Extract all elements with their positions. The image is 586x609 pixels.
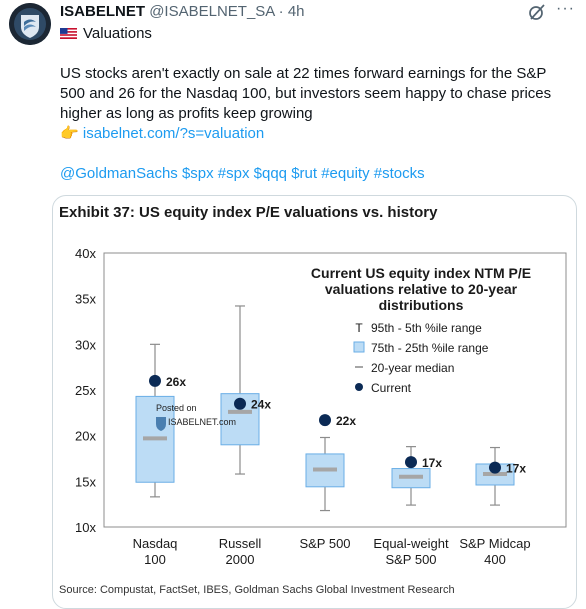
x-tick-label: 2000 (226, 552, 255, 567)
legend-label: 75th - 25th %ile range (371, 341, 489, 355)
watermark-line1: Posted on (156, 403, 197, 413)
more-options-icon[interactable]: ··· (556, 0, 575, 17)
y-tick-label: 30x (75, 337, 96, 352)
current-value-point (489, 461, 501, 474)
x-tick-label: 100 (144, 552, 166, 567)
separator-dot: · (278, 3, 284, 20)
current-value-point (234, 397, 246, 410)
current-value-point (149, 374, 161, 387)
y-tick-label: 10x (75, 520, 96, 535)
post-text: US stocks aren't exactly on sale at 22 t… (60, 64, 575, 144)
current-value-label: 17x (506, 462, 526, 476)
boxplot-chart: 40x 35x 30x 25x 20x 15x 10x 26x 24x 22x 17x 17x Na… (75, 246, 567, 567)
legend-whisker-symbol: T (355, 321, 363, 335)
media-card[interactable]: Exhibit 37: US equity index P/E valuatio… (52, 195, 577, 609)
chart-title-line: Current US equity index NTM P/E (311, 265, 531, 281)
x-tick-label: S&P Midcap (459, 536, 530, 551)
post-title: Valuations (60, 24, 152, 44)
x-tick-label: S&P 500 (385, 552, 436, 567)
legend-label: 20-year median (371, 361, 454, 375)
chart-legend: T 95th - 5th %ile range 75th - 25th %ile r… (353, 321, 489, 395)
current-value-point (319, 414, 331, 427)
current-value-label: 26x (166, 375, 186, 389)
author-display-name[interactable]: ISABELNET (60, 3, 146, 20)
legend-label: 95th - 5th %ile range (371, 321, 482, 335)
chart-source: Source: Compustat, FactSet, IBES, Goldma… (59, 584, 455, 596)
post-header: ISABELNET @ISABELNET_SA · 4h (60, 2, 576, 24)
y-tick-label: 25x (75, 383, 96, 398)
x-tick-label: Russell (219, 536, 262, 551)
avatar[interactable] (9, 3, 51, 45)
watermark-line2: ISABELNET.com (168, 417, 236, 427)
watermark: Posted on ISABELNET.com (156, 403, 236, 431)
hashtags-line[interactable]: @GoldmanSachs $spx #spx $qqq $rut #equit… (60, 165, 425, 182)
y-tick-label: 40x (75, 246, 96, 261)
post-body: US stocks aren't exactly on sale at 22 t… (60, 65, 552, 122)
exhibit-title: Exhibit 37: US equity index P/E valuatio… (59, 204, 438, 221)
current-value-point (405, 456, 417, 469)
y-tick-label: 20x (75, 429, 96, 444)
post-time[interactable]: 4h (287, 3, 305, 20)
grok-icon[interactable] (528, 3, 546, 21)
legend-current-symbol (355, 383, 363, 391)
chart-title-line: valuations relative to 20-year (325, 281, 518, 297)
pointing-hand-icon: 👉 (60, 125, 79, 142)
box-series: 26x 24x 22x 17x 17x (135, 305, 526, 512)
legend-box-symbol (353, 341, 365, 353)
x-tick-label: Nasdaq (133, 536, 178, 551)
post-link[interactable]: isabelnet.com/?s=valuation (82, 125, 265, 142)
y-tick-label: 35x (75, 292, 96, 307)
author-handle[interactable]: @ISABELNET_SA (149, 3, 275, 20)
current-value-label: 22x (336, 414, 356, 428)
current-value-label: 17x (422, 456, 442, 470)
post-title-text: Valuations (83, 25, 152, 42)
y-tick-label: 15x (75, 474, 96, 489)
legend-label: Current (371, 381, 412, 395)
x-tick-label: Equal-weight (373, 536, 449, 551)
current-value-label: 24x (251, 398, 271, 412)
us-flag-icon (60, 28, 77, 39)
chart-title: Current US equity index NTM P/Evaluation… (311, 265, 531, 313)
isabelnet-logo-icon (9, 3, 51, 45)
y-axis: 40x 35x 30x 25x 20x 15x 10x (75, 246, 96, 535)
watermark-logo-icon (156, 417, 166, 431)
x-tick-label: S&P 500 (299, 536, 350, 551)
chart-title-line: distributions (379, 297, 464, 313)
x-tick-label: 400 (484, 552, 506, 567)
